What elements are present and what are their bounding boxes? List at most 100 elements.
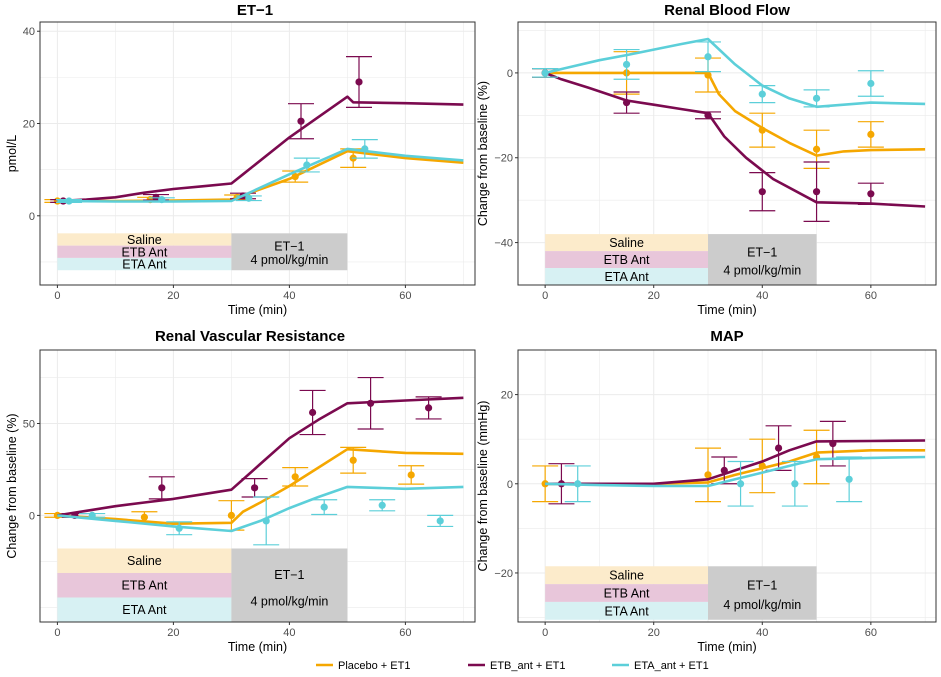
y-tick-label: 0	[29, 510, 35, 522]
series-eta	[532, 37, 926, 109]
data-point	[736, 480, 745, 488]
x-tick-label: 40	[283, 290, 295, 302]
et1-infusion-band	[231, 233, 348, 271]
et1-dose-label: 4 pmol/kg/min	[723, 264, 801, 278]
x-tick-label: 60	[865, 627, 877, 639]
eta-ant-band	[545, 601, 708, 620]
data-point	[65, 197, 73, 205]
panel-border	[39, 21, 476, 286]
saline-band-label: Saline	[609, 569, 644, 583]
y-tick-label: 0	[29, 211, 35, 223]
data-point	[704, 71, 712, 79]
x-tick-label: 0	[54, 290, 60, 302]
x-axis-label: Time (min)	[697, 303, 756, 317]
panel-border	[517, 349, 937, 623]
data-point	[758, 126, 766, 134]
series-eta	[56, 139, 464, 205]
data-point	[574, 480, 582, 488]
y-tick-label: 0	[507, 479, 513, 491]
y-tick-label: −20	[494, 568, 513, 580]
et1-dose-label: 4 pmol/kg/min	[250, 253, 328, 267]
data-point	[758, 90, 766, 98]
x-tick-label: 60	[399, 290, 411, 302]
data-point	[378, 501, 386, 509]
data-point	[829, 440, 837, 448]
x-tick-label: 20	[648, 627, 660, 639]
series-etb	[545, 420, 926, 505]
et1-infusion-band	[708, 234, 817, 285]
saline-band	[545, 566, 708, 585]
data-point	[791, 480, 799, 488]
x-tick-label: 60	[865, 290, 877, 302]
series-line-etb	[57, 396, 464, 517]
data-point	[251, 484, 259, 492]
etb-ant-band-label: ETB Ant	[121, 579, 167, 593]
eta-ant-band-label: ETA Ant	[122, 258, 167, 272]
y-axis-label: Change from baseline (%)	[5, 413, 19, 558]
etb-ant-band	[57, 245, 232, 258]
legend-label-placebo: Placebo + ET1	[338, 660, 410, 672]
panel-title: MAP	[710, 328, 743, 345]
etb-ant-band-label: ETB Ant	[121, 245, 167, 259]
x-tick-label: 40	[283, 627, 295, 639]
data-point	[88, 511, 96, 520]
x-axis-label: Time (min)	[697, 640, 756, 654]
panel-border	[517, 21, 937, 286]
saline-band	[57, 233, 232, 246]
data-point	[303, 161, 311, 169]
et1-infusion-band	[708, 566, 817, 620]
data-point	[758, 188, 766, 196]
etb-ant-band-label: ETB Ant	[604, 253, 650, 267]
panel-title: Renal Blood Flow	[664, 2, 790, 19]
data-point	[704, 111, 712, 119]
x-tick-label: 20	[167, 290, 179, 302]
saline-band	[57, 548, 232, 573]
et1-dose-label: 4 pmol/kg/min	[723, 598, 801, 612]
panel-map: MAP Saline ETB Ant ETA Ant ET−1 4 pmol/kg/min…	[476, 328, 937, 654]
data-point	[704, 471, 712, 479]
series-etb	[57, 376, 464, 520]
x-tick-label: 20	[167, 627, 179, 639]
data-point	[407, 471, 415, 479]
data-point	[361, 145, 369, 153]
series-placebo	[532, 51, 926, 169]
x-tick-label: 0	[542, 627, 548, 639]
y-tick-label: 40	[23, 26, 35, 38]
series-line-etb	[57, 95, 464, 203]
data-point	[845, 475, 853, 483]
data-point	[812, 94, 821, 102]
data-point	[541, 69, 549, 77]
x-tick-label: 0	[542, 290, 548, 302]
y-tick-label: −40	[494, 238, 513, 250]
data-point	[158, 196, 166, 204]
data-point	[367, 399, 375, 407]
data-point	[140, 513, 148, 521]
y-axis-label: pmol/L	[5, 135, 19, 173]
eta-ant-band	[545, 268, 708, 285]
y-tick-label: 50	[23, 419, 35, 431]
et1-infusion-label: ET−1	[274, 240, 304, 254]
data-point	[704, 53, 712, 61]
legend-label-etb: ETB_ant + ET1	[490, 660, 566, 672]
series-eta	[545, 455, 926, 507]
data-point	[175, 524, 183, 532]
data-point	[622, 60, 631, 69]
saline-band-label: Saline	[609, 236, 644, 250]
data-point	[262, 517, 270, 525]
y-axis-label: Change from baseline (%)	[476, 81, 490, 226]
data-point	[349, 456, 357, 464]
y-axis-label: Change from baseline (mmHg)	[476, 401, 490, 572]
panel-title: ET−1	[237, 2, 273, 19]
series-line-etb	[544, 71, 926, 208]
saline-band	[545, 234, 708, 252]
data-point	[291, 172, 299, 181]
panel-border	[39, 349, 476, 623]
x-tick-label: 0	[54, 627, 60, 639]
etb-ant-band	[57, 572, 232, 598]
eta-ant-band	[57, 257, 232, 271]
series-line-eta	[57, 485, 464, 533]
x-axis-label: Time (min)	[228, 640, 287, 654]
